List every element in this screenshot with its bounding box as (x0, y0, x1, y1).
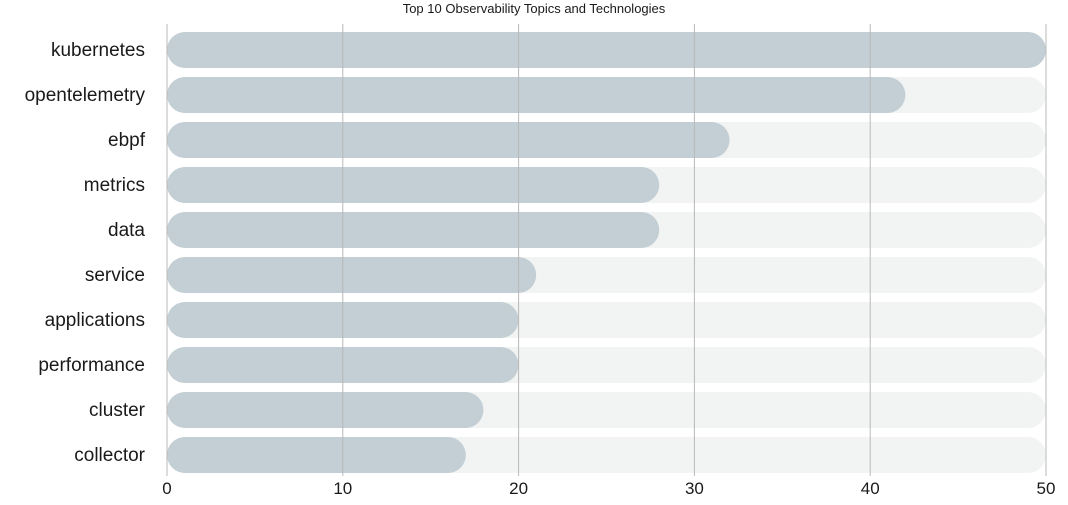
x-tick-label: 30 (685, 479, 704, 498)
y-tick-label: metrics (84, 175, 145, 196)
bar-collector (167, 437, 466, 473)
y-tick-label: ebpf (108, 130, 146, 151)
bar-service (167, 257, 537, 293)
y-tick-label: kubernetes (51, 40, 145, 61)
y-tick-label: cluster (89, 400, 146, 421)
x-tick-label: 10 (333, 479, 352, 498)
chart-title: Top 10 Observability Topics and Technolo… (403, 1, 666, 16)
y-tick-label: service (85, 265, 145, 286)
bar-ebpf (167, 122, 730, 158)
x-tick-label: 0 (162, 479, 171, 498)
x-tick-label: 40 (861, 479, 880, 498)
y-tick-label: performance (38, 355, 145, 376)
y-tick-label: opentelemetry (25, 85, 146, 106)
x-tick-label: 20 (509, 479, 528, 498)
bar-cluster (167, 392, 484, 428)
y-tick-label: data (108, 220, 145, 241)
bar-opentelemetry (167, 77, 906, 113)
x-tick-label: 50 (1037, 479, 1056, 498)
bar-data (167, 212, 660, 248)
y-tick-label: collector (74, 445, 145, 466)
y-tick-label: applications (45, 310, 145, 331)
bar-kubernetes (167, 32, 1046, 68)
bar-metrics (167, 167, 660, 203)
